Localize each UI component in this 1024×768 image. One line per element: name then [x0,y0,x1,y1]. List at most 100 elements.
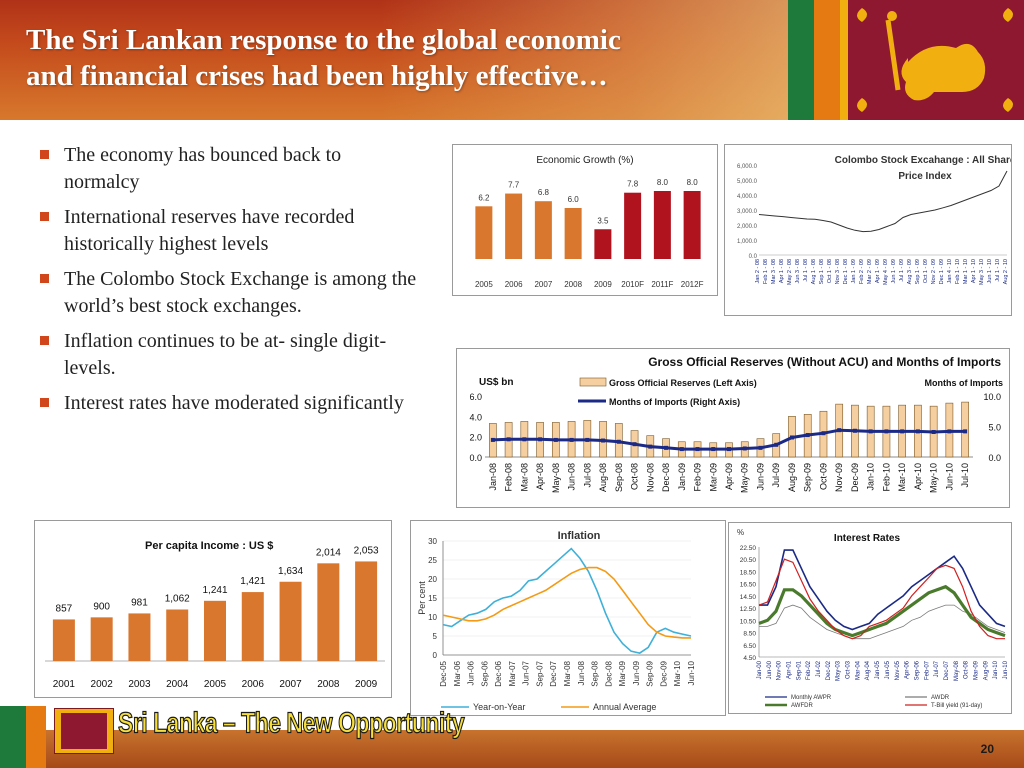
tick-label: 10.0 [983,392,1001,402]
tick-label: Feb 1 - 08 [763,259,769,284]
temple-backdrop-image [380,0,800,120]
tick-label: Mar-08 [519,463,529,492]
tick-label: 2001 [53,679,76,690]
months-point [900,429,905,434]
data-label: 857 [56,603,73,614]
footer-banner: Sri Lanka – The New Opportunity 20 [0,705,1024,768]
months-point [601,438,606,443]
title-line-2: and financial crises had been highly eff… [26,60,608,92]
months-point [632,442,637,447]
months-point [931,429,936,434]
legend-label: AWDR [931,695,950,701]
months-point [774,442,779,447]
months-point [915,429,920,434]
chart-title: Per capita Income : US $ [145,540,273,552]
tick-label: Sep-01 [796,660,802,680]
tick-label: Dec-09 [850,463,860,492]
inflation-svg: Inflation 0 5 10 15 20 25 30 Per cent Dec-05 Mar-0… [417,530,696,712]
tick-label: Sep-09 [646,660,655,686]
per-capita-svg: Per capita Income : US $ 857 2001 900 2002 98… [45,540,385,690]
series-line [759,604,1006,640]
y-axis-label: US$ bn [479,377,513,388]
tick-label: Nov-08 [645,463,655,492]
legend-label: Months of Imports (Right Axis) [609,397,740,407]
tick-label: 2010F [621,280,644,289]
tick-label: Jun-06 [467,660,476,685]
tick-label: 6.50 [743,643,756,650]
tick-label: Apr-10 [913,463,923,490]
tick-label: Jul 1 - 10 [995,259,1001,282]
bar [564,208,582,259]
per-capita-income-chart: Per capita Income : US $ 857 2001 900 2002 98… [34,520,392,698]
tick-label: 2006 [242,679,265,690]
tick-label: May 4 - 09 [883,259,889,285]
bar [279,581,302,661]
tick-label: 2011F [651,280,673,289]
chart-title-line-2: Price Index [898,171,952,182]
tick-label: Jun-00 [767,660,773,679]
tick-label: 5.0 [988,423,1001,433]
tick-label: Jun-09 [632,660,641,685]
bar [52,619,75,661]
tick-label: Jul-08 [582,463,592,488]
tick-label: Oct 1 - 08 [827,259,833,283]
tick-label: Jan-10 [866,463,876,491]
tick-label: 6,000.0 [737,164,758,170]
tick-label: 25 [428,556,437,565]
months-point [679,447,684,452]
tick-label: Nov 2 - 09 [931,259,937,284]
tick-label: Dec 1 - 09 [939,259,945,284]
tick-label: Dec-08 [604,660,613,686]
tick-label: Sep 1 - 09 [915,259,921,284]
tick-label: Apr-08 [535,463,545,490]
tick-label: Sep 1 - 08 [819,259,825,284]
months-point [538,437,543,442]
bar [683,191,701,259]
tick-label: Dec-07 [944,660,950,680]
chart-title: Inflation [558,530,601,542]
months-point [569,437,574,442]
bar [475,206,493,259]
months-point [837,428,842,433]
tick-label: Dec 1 - 08 [843,259,849,284]
tick-label: Mar-06 [453,660,462,686]
tick-label: Jun-09 [755,463,765,491]
tick-label: Dec-02 [826,660,832,680]
tick-label: Mar-04 [855,660,861,680]
chart-title: Gross Official Reserves (Without ACU) an… [648,355,1001,369]
months-point [963,429,968,434]
tick-label: Nov 3 - 08 [835,259,841,284]
tick-label: 2006 [505,280,523,289]
cse-price-index-svg: Colombo Stock Excahange : All Share Price… [737,155,1016,285]
tick-label: Jul-02 [816,660,822,677]
tick-label: 30 [428,537,437,546]
tick-label: Mar-08 [563,660,572,686]
data-label: 1,241 [202,585,227,596]
tick-label: 1,000.0 [737,239,758,245]
bullet-item: International reserves have recorded his… [38,204,418,258]
bullet-square-icon [40,150,49,159]
bar [505,193,523,259]
tick-label: 4.50 [743,655,756,662]
months-point [711,447,716,452]
tick-label: 12.50 [740,606,757,613]
tick-label: Apr-01 [787,660,793,679]
series-line [758,558,1005,640]
tick-label: Dec-07 [549,660,558,686]
tick-label: Mar 2 - 09 [867,259,873,284]
data-label: 8.0 [657,178,669,187]
series-line [759,549,1006,631]
data-label: 6.2 [478,193,490,202]
months-point [742,446,747,451]
tick-label: Mar-09 [618,660,627,686]
tick-label: Jul-10 [960,463,970,488]
slide-header: The Sri Lankan response to the global ec… [0,0,1024,120]
tick-label: Jul-09 [771,463,781,488]
tick-label: Jan-10 [993,660,999,679]
tick-label: Sep-06 [480,660,489,686]
bullet-list: The economy has bounced back to normalcy… [38,142,418,425]
tick-label: Oct-08 [964,660,970,679]
tick-label: May-03 [836,660,842,681]
tick-label: Sep-09 [803,463,813,492]
months-point [695,447,700,452]
